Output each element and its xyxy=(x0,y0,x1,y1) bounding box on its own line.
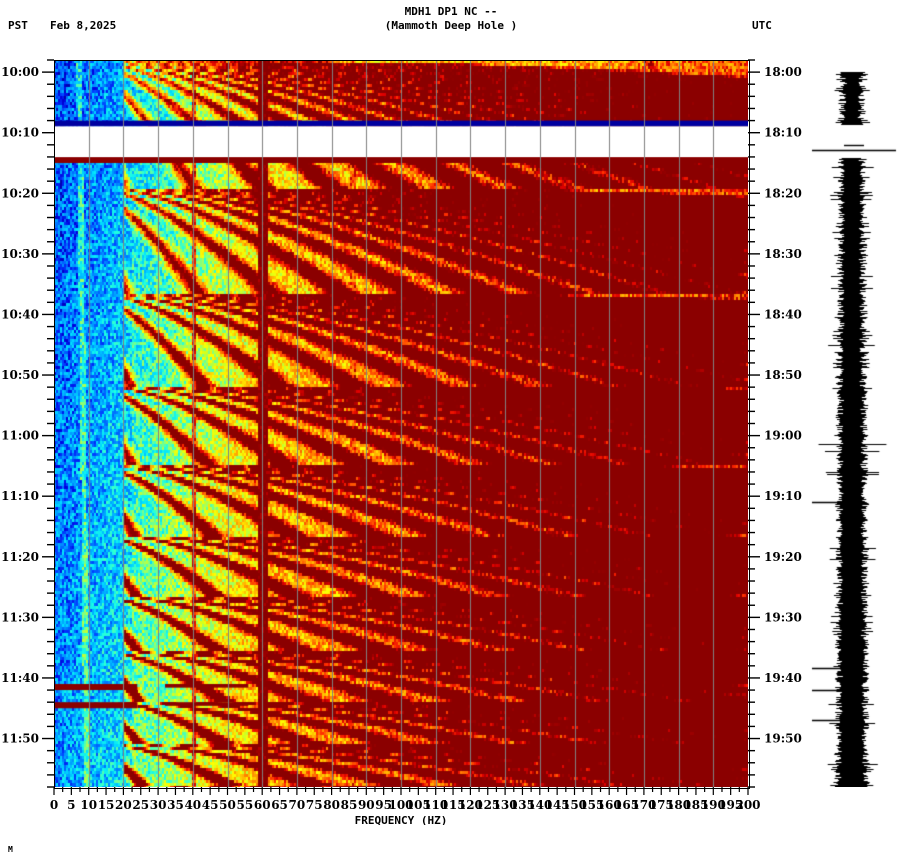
freq-tick-label: 85 xyxy=(341,798,358,812)
freq-tick-label: 200 xyxy=(735,798,760,812)
freq-tick-label: 40 xyxy=(184,798,201,812)
timezone-label-right: UTC xyxy=(752,19,772,32)
freq-tick-label: 65 xyxy=(271,798,288,812)
freq-tick-label: 175 xyxy=(649,798,674,812)
frequency-axis: 0 5 10 15 20 25 30 35 40 45 50 55 60 65 70 75 80 85 90 9510… xyxy=(50,787,761,825)
time-label-left: 11:20 xyxy=(1,550,39,564)
time-label-left: 11:40 xyxy=(1,671,39,685)
freq-tick-label: 180 xyxy=(666,798,691,812)
time-axis-left-pst: 10:00 10:10 10:20 10:30 10:40 10:50 11:00 11:10… xyxy=(1,59,54,788)
freq-tick-label: 190 xyxy=(701,798,726,812)
freq-tick-label: 80 xyxy=(323,798,340,812)
freq-tick-label: 120 xyxy=(458,798,483,812)
record-date-label: Feb 8,2025 xyxy=(50,19,117,32)
time-label-right: 18:30 xyxy=(764,247,802,261)
time-label-right: 19:40 xyxy=(764,671,802,685)
time-label-left: 11:10 xyxy=(1,489,39,503)
freq-tick-label: 105 xyxy=(406,798,431,812)
freq-tick-label: 160 xyxy=(597,798,622,812)
freq-tick-label: 60 xyxy=(254,798,271,812)
freq-tick-label: 150 xyxy=(562,798,587,812)
freq-tick-label: 125 xyxy=(475,798,500,812)
timezone-label-left: PST xyxy=(8,19,28,32)
time-label-right: 18:10 xyxy=(764,126,802,140)
freq-tick-label: 195 xyxy=(718,798,743,812)
freq-tick-label: 55 xyxy=(236,798,253,812)
time-label-left: 10:50 xyxy=(1,368,39,382)
time-label-right: 18:50 xyxy=(764,368,802,382)
freq-tick-label: 45 xyxy=(202,798,219,812)
freq-tick-label: 140 xyxy=(527,798,552,812)
freq-tick-label: 25 xyxy=(132,798,149,812)
freq-tick-label: 5 xyxy=(67,798,75,812)
station-code-title: MDH1 DP1 NC -- xyxy=(404,5,498,18)
freq-tick-label: 155 xyxy=(579,798,604,812)
freq-tick-label: 35 xyxy=(167,798,184,812)
time-label-left: 11:00 xyxy=(1,429,39,443)
time-label-right: 19:30 xyxy=(764,610,802,624)
freq-tick-label: 90 xyxy=(358,798,375,812)
freq-tick-label: 170 xyxy=(631,798,656,812)
time-label-right: 18:40 xyxy=(764,307,802,321)
freq-tick-label: 110 xyxy=(423,798,448,812)
corner-mark: M xyxy=(8,845,13,854)
freq-tick-label: 20 xyxy=(115,798,132,812)
time-label-right: 19:00 xyxy=(764,429,802,443)
time-label-left: 11:50 xyxy=(1,732,39,746)
freq-tick-label: 185 xyxy=(683,798,708,812)
freq-tick-label: 130 xyxy=(493,798,518,812)
freq-tick-label: 50 xyxy=(219,798,236,812)
time-label-left: 10:00 xyxy=(1,65,39,79)
time-label-right: 19:20 xyxy=(764,550,802,564)
time-label-left: 11:30 xyxy=(1,610,39,624)
freq-tick-label: 165 xyxy=(614,798,639,812)
freq-tick-label: 115 xyxy=(441,798,466,812)
freq-tick-label: 100 xyxy=(388,798,413,812)
freq-tick-label: 95 xyxy=(375,798,392,812)
station-name-title: (Mammoth Deep Hole ) xyxy=(384,19,518,32)
time-label-right: 18:20 xyxy=(764,186,802,200)
time-label-left: 10:40 xyxy=(1,307,39,321)
freq-tick-label: 135 xyxy=(510,798,535,812)
time-label-right: 18:00 xyxy=(764,65,802,79)
freq-tick-label: 75 xyxy=(306,798,323,812)
seismogram-trace xyxy=(806,60,902,787)
freq-tick-label: 145 xyxy=(545,798,570,812)
frequency-axis-title: FREQUENCY (HZ) xyxy=(355,814,448,825)
time-label-left: 10:10 xyxy=(1,126,39,140)
freq-tick-label: 30 xyxy=(150,798,167,812)
time-label-left: 10:30 xyxy=(1,247,39,261)
time-axis-right-utc: 18:00 18:10 18:20 18:30 18:40 18:50 19:00 19:10… xyxy=(748,59,802,788)
freq-tick-label: 15 xyxy=(98,798,115,812)
freq-tick-label: 10 xyxy=(80,798,97,812)
time-label-right: 19:10 xyxy=(764,489,802,503)
seismogram-trace-panel xyxy=(806,60,902,787)
spectrogram-plot[interactable] xyxy=(54,60,748,787)
freq-tick-label: 70 xyxy=(289,798,306,812)
freq-tick-label: 0 xyxy=(50,798,58,812)
time-label-right: 19:50 xyxy=(764,732,802,746)
spectrogram-image xyxy=(54,60,748,787)
time-label-left: 10:20 xyxy=(1,186,39,200)
